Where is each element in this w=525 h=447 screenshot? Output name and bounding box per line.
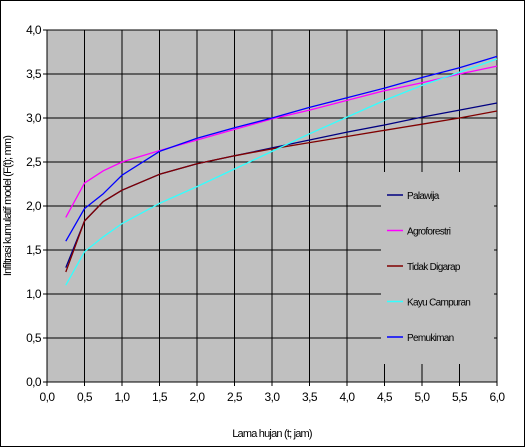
y-tick-label: 1,5 <box>26 243 42 257</box>
x-tick-label: 1,0 <box>115 390 131 404</box>
legend-label: Tidak Digarap <box>407 262 461 273</box>
x-tick-label: 0,5 <box>77 390 93 404</box>
legend-box <box>381 172 494 364</box>
x-tick-label: 3,5 <box>302 390 318 404</box>
legend: Palawija Agroforestri Tidak Digarap Kayu Ca… <box>381 172 494 364</box>
gridlines <box>47 29 498 382</box>
x-tick-label: 6,0 <box>490 390 506 404</box>
series-line-agroforestri <box>65 65 498 218</box>
tick-labels: 0,0 0,5 1,0 1,5 2,0 2,5 3,0 3,5 4,0 4,5 5,0 5,5 6,0 0… <box>26 23 506 404</box>
y-tick-label: 0,0 <box>26 375 42 389</box>
x-axis-title: Lama hujan (t; jam) <box>232 428 312 440</box>
series-line-kayu-campuran <box>65 58 498 286</box>
legend-label: Kayu Campuran <box>407 298 470 309</box>
series-line-tidak-digarap <box>65 110 498 273</box>
legend-label: Pemukiman <box>407 333 454 344</box>
y-tick-label: 3,5 <box>26 67 42 81</box>
x-tick-label: 5,0 <box>415 390 431 404</box>
y-tick-label: 1,0 <box>26 287 42 301</box>
y-tick-label: 2,0 <box>26 199 42 213</box>
x-tick-label: 2,0 <box>190 390 206 404</box>
x-tick-label: 4,5 <box>377 390 393 404</box>
x-tick-label: 4,0 <box>340 390 356 404</box>
y-tick-label: 4,0 <box>26 23 42 37</box>
axes <box>43 29 498 386</box>
legend-label: Agroforestri <box>407 227 451 238</box>
x-tick-label: 2,5 <box>227 390 243 404</box>
series-line-pemukiman <box>65 55 498 242</box>
x-tick-label: 3,0 <box>265 390 281 404</box>
series-lines <box>65 55 498 286</box>
x-tick-label: 5,5 <box>452 390 468 404</box>
y-tick-label: 2,5 <box>26 155 42 169</box>
x-tick-label: 1,5 <box>152 390 168 404</box>
legend-label: Palawija <box>407 191 440 202</box>
y-tick-label: 0,5 <box>26 331 42 345</box>
x-tick-label: 0,0 <box>40 390 56 404</box>
y-tick-label: 3,0 <box>26 111 42 125</box>
y-axis-title: Infiltrasi kumulatif model (F(t); mm) <box>2 136 14 276</box>
